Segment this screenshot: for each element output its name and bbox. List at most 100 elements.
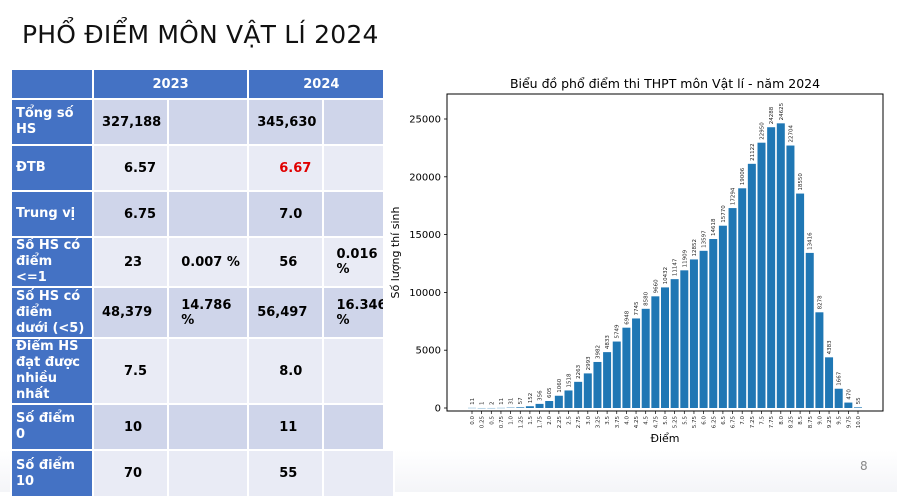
x-tick-label: 6.25	[711, 416, 717, 429]
bar	[593, 362, 601, 408]
bar-value-label: 4833	[605, 335, 611, 349]
bar	[584, 373, 592, 408]
x-tick-label: 0.0	[470, 416, 476, 425]
x-tick-label: 4.0	[624, 416, 630, 425]
x-tick-label: 3.0	[586, 416, 592, 425]
slide-title: PHỔ ĐIỂM MÔN VẬT LÍ 2024	[22, 20, 379, 49]
row-label: Số HS có điểm dưới (<5)	[11, 287, 93, 338]
bar	[825, 357, 833, 408]
value-2023: 70	[93, 450, 168, 497]
bar-value-label: 2263	[576, 364, 582, 378]
bar	[516, 407, 524, 408]
bar	[758, 143, 766, 408]
x-tick-label: 1.0	[509, 416, 515, 425]
bar	[748, 164, 756, 408]
score-distribution-chart: Biểu đồ phổ điểm thi THPT môn Vật lí - n…	[383, 68, 890, 450]
bar	[526, 406, 534, 408]
bar-value-label: 10432	[663, 267, 669, 285]
bar-value-label: 14618	[711, 218, 717, 236]
bar	[854, 407, 862, 408]
bar-value-label: 1667	[837, 371, 843, 385]
y-tick-label: 0	[435, 404, 441, 415]
bar-value-label: 24288	[769, 106, 775, 124]
page-number: 8	[860, 459, 868, 473]
y-tick-label: 15000	[409, 230, 441, 241]
chart-title: Biểu đồ phổ điểm thi THPT môn Vật lí - n…	[510, 76, 820, 91]
y-tick-label: 10000	[409, 288, 441, 299]
value-2024: 345,630	[248, 99, 323, 145]
bar	[555, 396, 563, 408]
table-header-row: 2023 2024	[11, 69, 394, 99]
bar-value-label: 12852	[692, 239, 698, 257]
x-tick-label: 3.25	[595, 416, 601, 429]
bar-value-label: 5749	[615, 324, 621, 338]
bar	[786, 146, 794, 408]
bar-value-label: 2993	[586, 356, 592, 370]
x-tick-label: 9.5	[837, 416, 843, 425]
value-2023: 6.75	[93, 191, 168, 237]
header-2024: 2024	[248, 69, 394, 99]
bar	[565, 390, 573, 408]
bar	[671, 279, 679, 408]
bar	[835, 389, 843, 408]
row-label: Số HS có điểm <=1	[11, 237, 93, 287]
x-tick-label: 2.5	[567, 416, 573, 425]
value-2023: 6.57	[93, 145, 168, 191]
bar	[767, 127, 775, 408]
bar	[844, 403, 852, 408]
x-tick-label: 9.0	[817, 416, 823, 425]
x-tick-label: 6.0	[702, 416, 708, 425]
x-tick-label: 5.5	[682, 416, 688, 425]
x-tick-label: 1.25	[518, 416, 524, 429]
bar	[729, 208, 737, 408]
percent-2023	[168, 338, 248, 404]
x-tick-label: 3.75	[615, 416, 621, 429]
percent-2023	[168, 404, 248, 450]
chart-svg: Biểu đồ phổ điểm thi THPT môn Vật lí - n…	[383, 68, 890, 450]
percent-2023	[168, 450, 248, 497]
bar-value-label: 2	[489, 401, 495, 405]
x-tick-label: 2.25	[557, 416, 563, 429]
bar-value-label: 13597	[702, 230, 708, 248]
bar-value-label: 1518	[567, 373, 573, 387]
x-tick-label: 7.5	[760, 416, 766, 425]
x-tick-label: 4.25	[634, 416, 640, 429]
value-2024: 55	[248, 450, 323, 497]
bar	[777, 123, 785, 408]
x-tick-label: 5.0	[663, 416, 669, 425]
percent-2023	[168, 191, 248, 237]
x-axis-label: Điểm	[650, 432, 679, 445]
bar-value-label: 11909	[682, 249, 688, 267]
value-2024: 11	[248, 404, 323, 450]
x-tick-label: 10.0	[856, 416, 862, 429]
value-2023: 23	[93, 237, 168, 287]
x-tick-label: 8.5	[798, 416, 804, 425]
x-tick-label: 1.75	[538, 416, 544, 429]
bar-value-label: 11	[499, 398, 505, 405]
x-tick-label: 1.5	[528, 416, 534, 425]
bar	[690, 259, 698, 408]
x-tick-label: 8.25	[788, 416, 794, 429]
bar	[622, 328, 630, 408]
value-2023: 7.5	[93, 338, 168, 404]
row-label: ĐTB	[11, 145, 93, 191]
bar	[806, 253, 814, 408]
bar-value-label: 605	[547, 387, 553, 398]
value-2023: 10	[93, 404, 168, 450]
x-tick-label: 7.0	[740, 416, 746, 425]
header-empty	[11, 69, 93, 99]
bar-value-label: 11	[470, 398, 476, 405]
bar-value-label: 1	[480, 401, 486, 405]
x-tick-label: 9.25	[827, 416, 833, 429]
x-tick-label: 7.25	[750, 416, 756, 429]
x-tick-label: 0.5	[489, 416, 495, 425]
bar-value-label: 8278	[817, 295, 823, 309]
